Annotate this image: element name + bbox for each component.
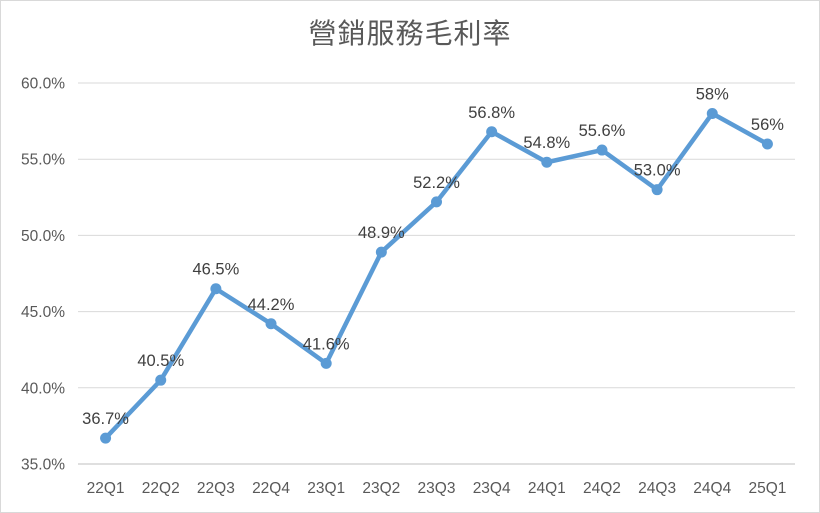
data-point-label: 44.2%	[248, 296, 295, 314]
y-axis-tick-label: 50.0%	[21, 228, 65, 245]
data-point-marker	[265, 318, 277, 330]
x-axis-category-label: 24Q2	[583, 480, 621, 497]
data-point-marker	[596, 144, 608, 156]
data-point-marker	[431, 196, 442, 208]
x-axis-category-label: 23Q3	[418, 480, 456, 497]
data-point-marker	[706, 107, 718, 119]
data-point-marker	[761, 138, 773, 150]
x-axis-category-label: 23Q4	[473, 480, 511, 497]
data-point-label: 53.0%	[634, 162, 681, 180]
data-point-marker	[210, 283, 222, 295]
x-axis-category-label: 24Q3	[638, 480, 676, 497]
x-axis-category-label: 22Q4	[252, 480, 290, 497]
x-axis-category-label: 24Q1	[528, 480, 566, 497]
data-point-label: 54.8%	[523, 134, 570, 152]
data-point-marker	[375, 246, 387, 258]
data-point-label: 48.9%	[358, 224, 405, 242]
data-point-label: 41.6%	[303, 335, 350, 353]
x-axis-category-label: 25Q1	[748, 480, 786, 497]
data-point-label: 56%	[751, 116, 784, 134]
x-axis-category-label: 22Q3	[197, 480, 235, 497]
data-point-label: 40.5%	[137, 352, 184, 370]
data-point-marker	[541, 156, 553, 168]
x-axis-category-label: 24Q4	[693, 480, 731, 497]
data-point-marker	[100, 432, 112, 444]
data-point-label: 58%	[696, 85, 729, 103]
y-axis-tick-label: 55.0%	[21, 152, 65, 169]
x-axis-category-label: 22Q2	[142, 480, 180, 497]
data-point-label: 56.8%	[468, 104, 515, 122]
y-axis-tick-label: 40.0%	[21, 380, 65, 397]
data-point-label: 52.2%	[413, 174, 460, 192]
y-axis-tick-label: 45.0%	[21, 304, 65, 321]
data-point-label: 55.6%	[579, 122, 626, 140]
x-axis-category-label: 23Q1	[307, 480, 345, 497]
data-point-label: 46.5%	[192, 261, 239, 279]
data-point-marker	[320, 357, 332, 369]
data-point-marker	[651, 184, 663, 196]
data-point-label: 36.7%	[82, 410, 129, 428]
y-axis-tick-label: 35.0%	[21, 457, 65, 474]
y-axis-tick-label: 60.0%	[21, 76, 65, 93]
x-axis-category-label: 23Q2	[362, 480, 400, 497]
x-axis-category-label: 22Q1	[87, 480, 125, 497]
data-point-marker	[486, 126, 498, 138]
data-point-marker	[155, 374, 167, 386]
